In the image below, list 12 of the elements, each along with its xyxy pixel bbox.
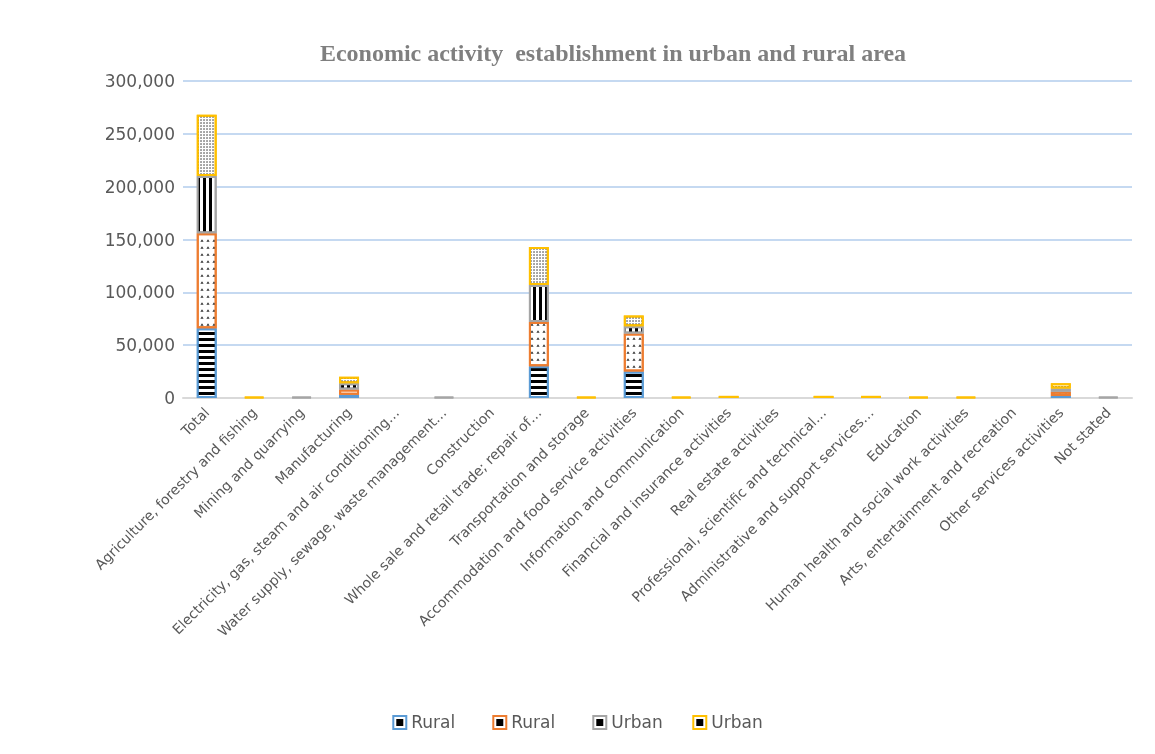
legend-label: Rural (511, 711, 556, 732)
legend-label: Urban (611, 711, 663, 732)
y-tick-label: 100,000 (104, 282, 175, 303)
legend-label: Urban (711, 711, 763, 732)
chart-title: Economic activity establishment in urban and rural area (319, 40, 907, 66)
y-tick-label: 250,000 (104, 123, 175, 144)
y-tick-label: 50,000 (115, 335, 175, 356)
legend-label: Rural (411, 711, 456, 732)
y-tick-label: 150,000 (104, 229, 175, 250)
y-tick-label: 0 (164, 388, 175, 408)
y-tick-label: 300,000 (104, 71, 175, 91)
y-tick-label: 200,000 (104, 176, 175, 197)
